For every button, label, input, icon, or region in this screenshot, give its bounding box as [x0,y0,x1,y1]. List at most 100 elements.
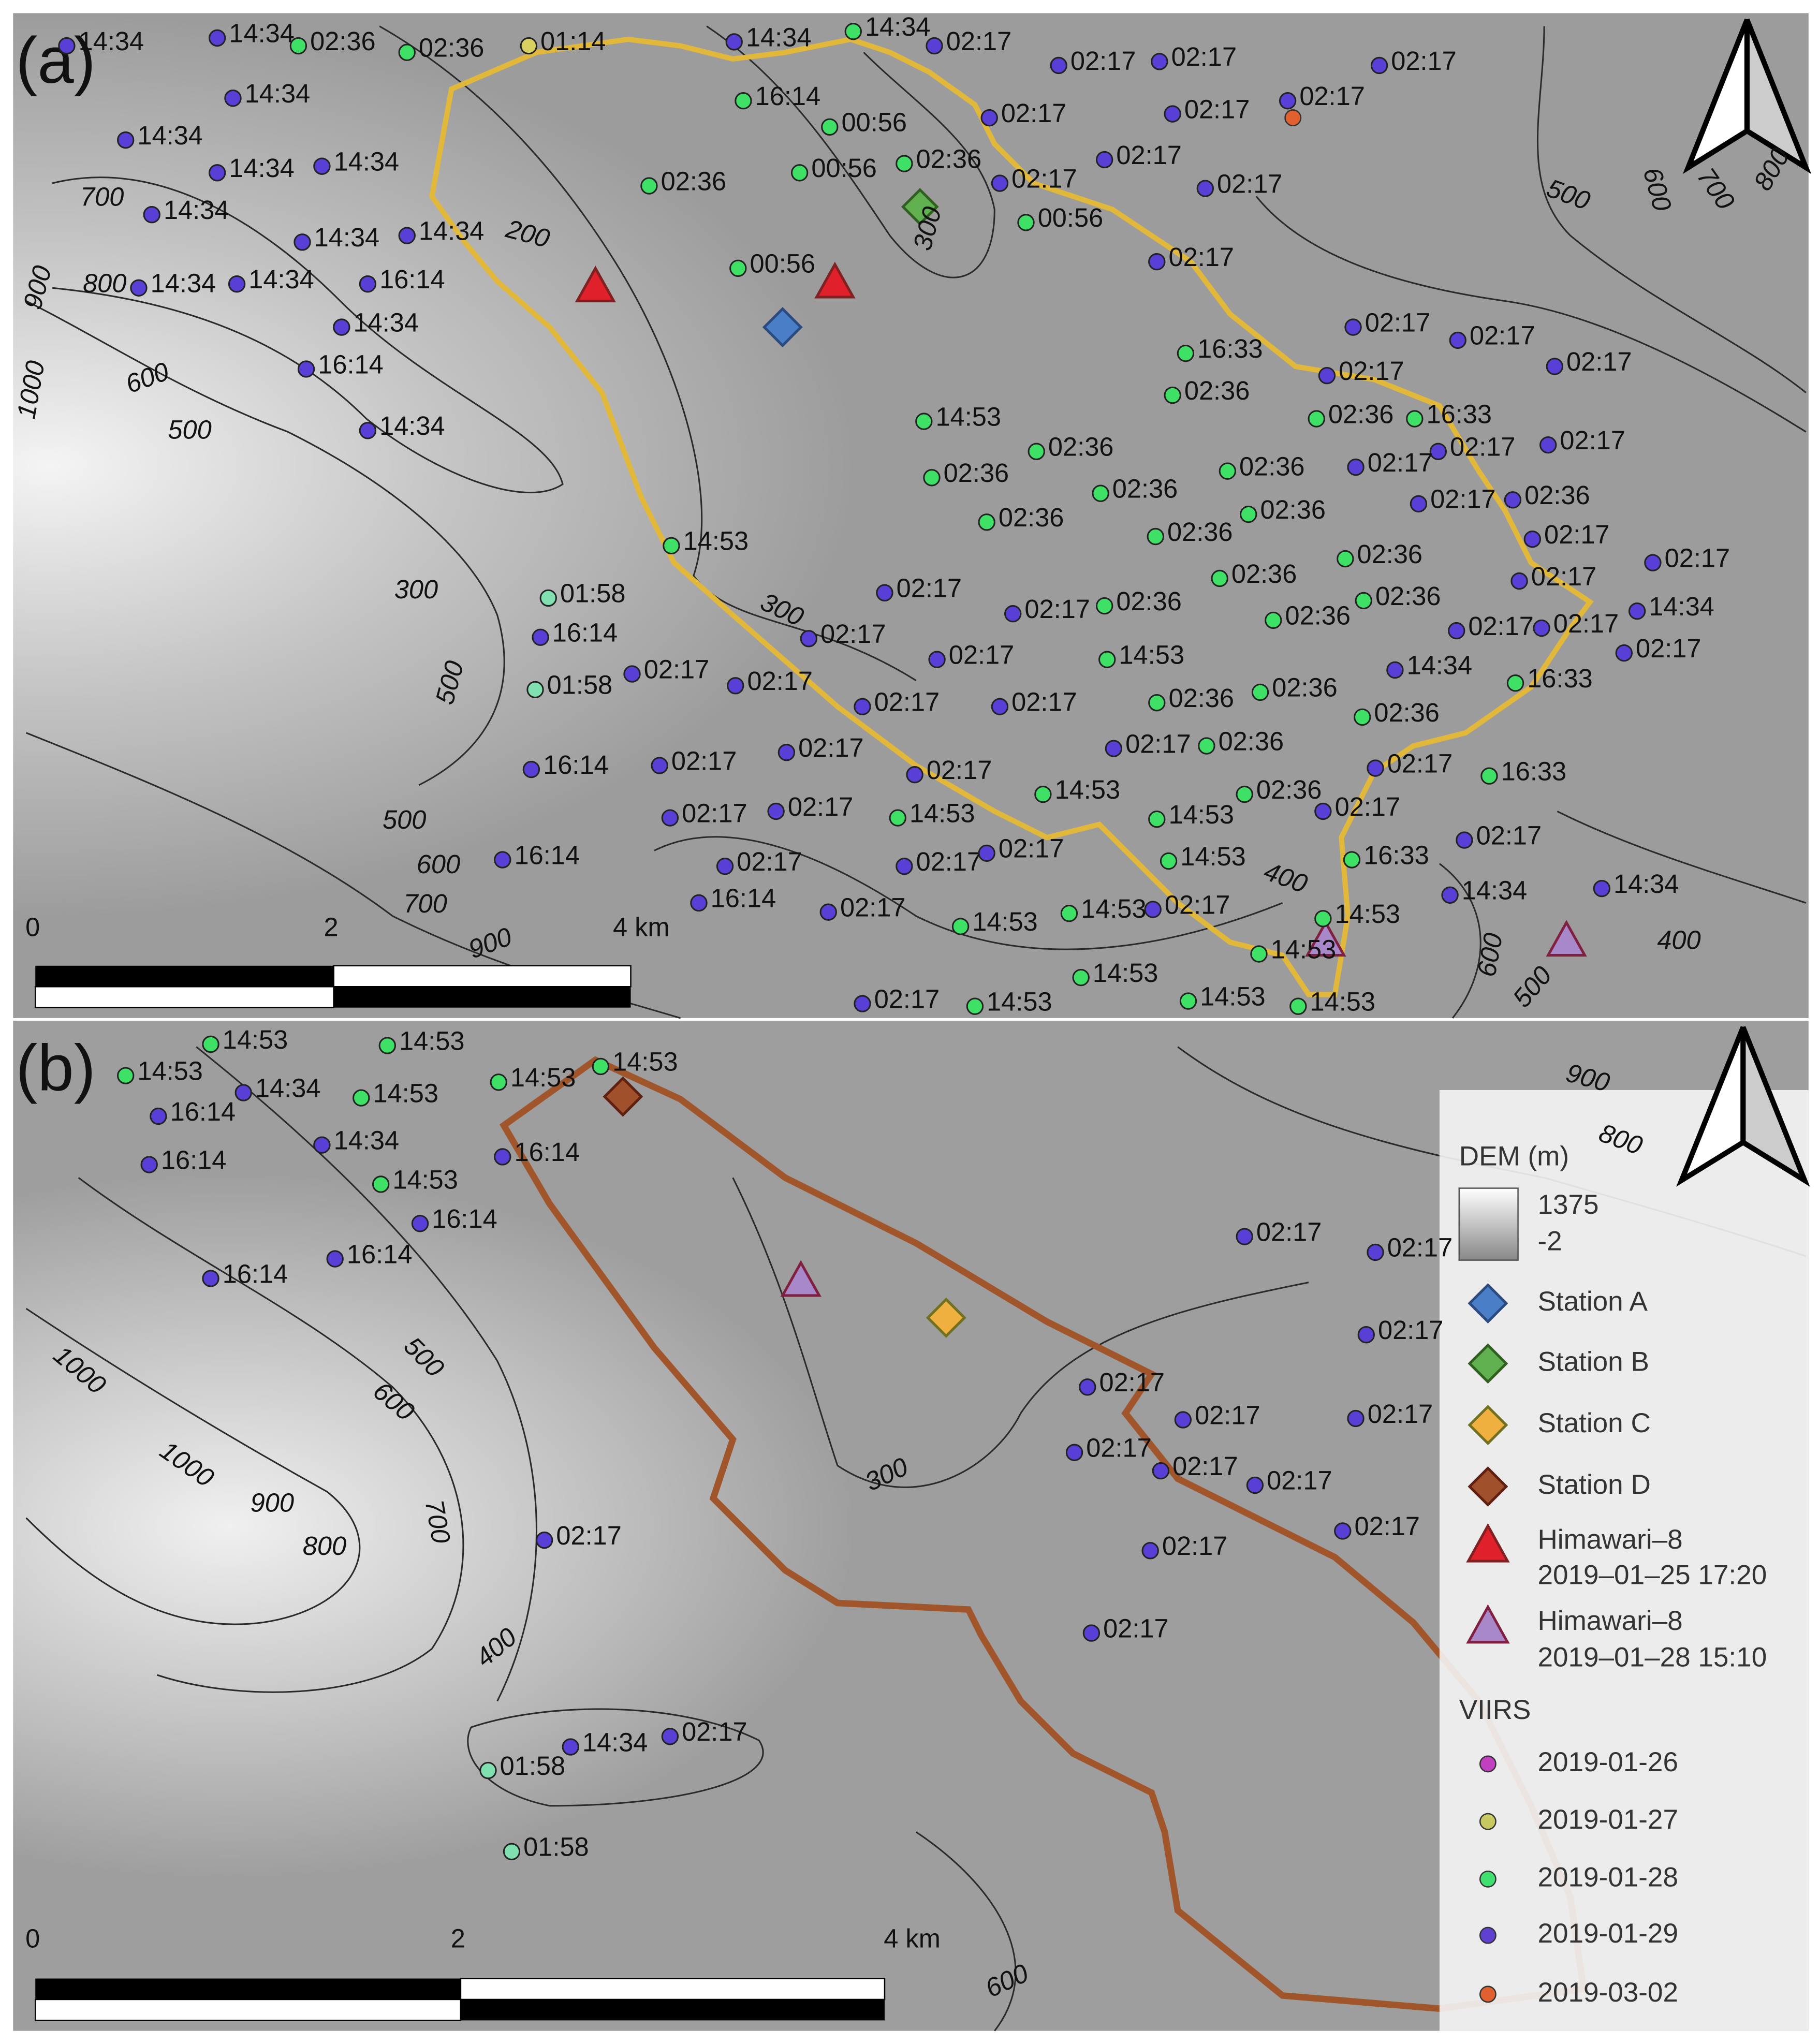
fire-time-label: 14:53 [1200,981,1266,1011]
fire-time-label: 02:36 [1375,581,1441,611]
fire-time-label: 14:34 [379,411,445,440]
fire-point [1164,105,1181,123]
fire-time-label: 02:17 [1468,611,1534,641]
fire-time-label: 02:36 [1357,539,1423,569]
fire-time-label: 16:14 [514,1137,580,1167]
fire-time-label: 02:36 [1239,451,1305,481]
contour-label: 800 [83,269,126,298]
fire-point [1095,597,1113,615]
fire-point [1429,443,1447,460]
fire-point [1367,759,1384,777]
contour-label: 700 [420,1497,457,1546]
fire-point [592,1057,610,1076]
fire-point [1337,550,1354,568]
fire-time-label: 16:14 [432,1204,497,1233]
scale-label: 0 [25,912,40,942]
fire-time-label: 16:14 [161,1145,227,1174]
fire-time-label: 14:34 [151,269,216,298]
fire-time-label: 14:34 [334,1125,400,1155]
fire-point [1533,619,1550,637]
fire-time-label: 02:17 [747,666,812,696]
fire-time-label: 00:56 [1038,203,1104,232]
fire-point [359,422,377,439]
fire-point [978,513,995,531]
fire-point [1028,443,1045,460]
fire-time-label: 16:33 [1527,664,1593,693]
fire-time-label: 02:36 [1285,601,1351,630]
scale-label: 4 km [884,1924,941,1953]
fire-point [1628,602,1646,620]
fire-point [398,43,416,61]
fire-point [1523,530,1542,548]
fire-time-label: 16:33 [1501,757,1567,786]
fire-point [640,177,658,195]
fire-point [821,118,839,136]
scale-label: 2 [451,1924,465,1953]
fire-point [532,628,549,646]
fire-point [1105,740,1123,757]
fire-point [1354,708,1371,726]
fire-point [140,1156,158,1173]
fire-time-label: 14:53 [137,1056,203,1085]
fire-point [966,997,984,1015]
fire-point [228,275,246,293]
legend-text: 2019–01–25 17:20 [1537,1560,1767,1590]
fire-point [978,844,995,862]
fire-time-label: 02:17 [840,892,905,922]
fire-time-label: 02:17 [1116,140,1182,170]
fire-point [234,1084,252,1101]
fire-time-label: 01:58 [523,1832,589,1862]
fire-time-label: 02:17 [644,654,710,684]
legend-text: 2019-01-27 [1537,1804,1678,1835]
legend-text: -2 [1537,1226,1562,1257]
fire-point [1147,527,1164,546]
fire-time-label: 14:53 [1093,958,1158,988]
fire-point [1196,180,1214,197]
fire-point [1177,344,1195,362]
fire-time-label: 02:17 [1368,1399,1433,1429]
fire-time-label: 02:17 [1566,347,1632,376]
fire-time-label: 02:36 [1256,775,1322,804]
fire-time-label: 02:17 [1267,1466,1332,1495]
fire-point [790,164,809,182]
legend-text: Station A [1537,1286,1648,1317]
fire-point [1347,1409,1365,1428]
fire-time-label: 02:36 [661,166,727,196]
fire-time-label: 02:17 [1665,543,1730,572]
fire-point [372,1175,390,1193]
fire-point [735,92,752,110]
fire-point [398,227,416,244]
fire-time-label: 14:34 [746,22,811,52]
fire-time-label: 02:36 [1048,432,1113,462]
fire-point [117,1067,135,1084]
fire-time-label: 02:17 [1184,94,1250,124]
fire-time-label: 02:17 [1339,356,1404,386]
legend-text: 2019-01-29 [1537,1918,1678,1949]
fire-point [224,90,242,107]
legend-text: 1375 [1537,1189,1598,1220]
fire-point [951,918,970,935]
fire-time-label: 16:14 [514,840,580,870]
fire-time-label: 16:14 [170,1097,236,1126]
fire-time-label: 02:17 [1165,890,1230,919]
boundary-a [429,36,1594,997]
fire-time-label: 14:53 [612,1047,678,1077]
fire-time-label: 16:14 [711,884,776,913]
fire-time-label: 02:17 [1636,634,1701,663]
fire-point [313,157,331,175]
legend-symbols [1458,1187,1519,2003]
fire-point [520,37,538,55]
fire-time-label: 02:17 [1544,520,1610,549]
fire-point [378,1037,396,1054]
fire-point [494,1148,511,1166]
fire-time-label: 02:17 [874,984,940,1013]
scale-label: 2 [324,912,339,942]
fire-point [1098,651,1116,668]
fire-point [854,995,871,1012]
legend-title: VIIRS [1459,1695,1531,1725]
fire-point [1546,358,1564,375]
legend-title: DEM (m) [1459,1141,1569,1171]
fire-point [1250,945,1268,963]
fire-time-label: 16:14 [318,349,384,379]
